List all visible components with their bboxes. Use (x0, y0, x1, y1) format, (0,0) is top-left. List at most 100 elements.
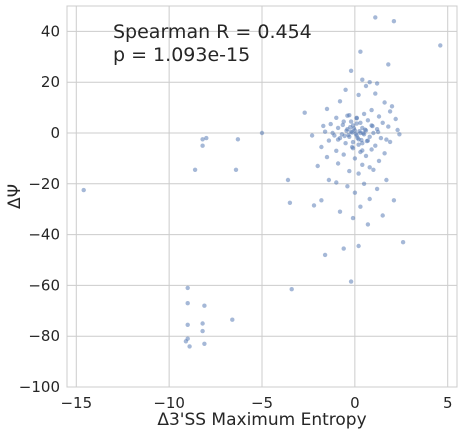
y-tick-label: −60 (28, 276, 60, 294)
data-point (358, 120, 363, 126)
data-point (348, 68, 354, 74)
data-point (328, 121, 333, 127)
data-point (386, 124, 391, 129)
data-point (341, 119, 346, 124)
data-point (311, 203, 317, 208)
data-point (374, 186, 380, 192)
data-point (334, 180, 339, 185)
data-point (341, 246, 346, 251)
data-point (359, 137, 364, 143)
data-point (352, 190, 358, 195)
data-point (374, 81, 380, 86)
data-point (373, 143, 378, 148)
data-point (373, 91, 378, 96)
data-point (356, 92, 361, 98)
data-point (351, 126, 357, 131)
data-point (287, 200, 293, 205)
data-point (391, 19, 397, 24)
data-point (356, 243, 361, 249)
data-point (350, 139, 356, 145)
data-point (185, 285, 190, 291)
data-point (326, 177, 332, 183)
data-point (343, 141, 348, 146)
data-point (326, 138, 332, 143)
data-point (350, 215, 356, 221)
x-tick-label: −5 (251, 394, 273, 412)
data-point (200, 143, 205, 148)
x-tick-labels: −15 −10 −5 0 5 (60, 394, 452, 412)
x-axis-label: Δ3'SS Maximum Entropy (157, 410, 366, 430)
data-point (367, 80, 372, 85)
data-point (362, 127, 368, 132)
data-point (354, 121, 359, 126)
data-point (361, 111, 367, 117)
data-point (348, 125, 353, 130)
data-point (352, 156, 358, 161)
data-point (345, 113, 350, 118)
data-point (387, 109, 393, 114)
data-point (309, 133, 315, 138)
data-point (235, 137, 241, 142)
data-point (356, 142, 361, 147)
data-point (322, 129, 328, 134)
data-point (367, 196, 372, 202)
data-point (365, 222, 371, 227)
data-point (393, 116, 398, 122)
data-point (360, 162, 365, 167)
data-point (322, 252, 328, 258)
data-point (289, 287, 294, 292)
data-point (185, 301, 190, 306)
data-point (285, 177, 291, 183)
data-points (81, 15, 443, 349)
x-tick-label: 0 (350, 394, 360, 412)
data-point (369, 107, 374, 113)
data-point (81, 187, 86, 193)
data-point (233, 167, 239, 172)
data-point (391, 198, 397, 203)
x-tick-label: −10 (153, 394, 185, 412)
data-point (334, 148, 339, 153)
data-point (335, 161, 341, 166)
data-point (330, 130, 335, 136)
data-point (319, 198, 324, 203)
data-point (376, 158, 382, 164)
y-axis-label: ΔΨ (5, 184, 25, 209)
data-point (386, 62, 391, 67)
x-tick-label: −15 (60, 394, 92, 412)
x-tick-label: 5 (443, 394, 453, 412)
data-point (400, 240, 406, 245)
data-point (337, 209, 343, 214)
data-point (358, 204, 363, 209)
data-point (342, 133, 347, 139)
data-point (319, 144, 324, 150)
y-tick-label: 20 (41, 73, 60, 91)
y-tick-label: 0 (50, 124, 60, 142)
data-point (337, 99, 343, 104)
data-point (380, 120, 385, 126)
data-point (367, 134, 372, 139)
data-point (363, 83, 369, 89)
data-point (348, 279, 354, 284)
data-point (367, 165, 372, 170)
data-point (365, 118, 371, 123)
data-point (204, 135, 209, 141)
data-point (202, 341, 207, 346)
data-point (340, 122, 345, 128)
data-point (315, 163, 320, 169)
y-tick-label: −40 (28, 226, 60, 244)
data-point (335, 125, 341, 131)
y-tick-labels: −100 −80 −60 −40 −20 0 20 40 (19, 22, 60, 396)
data-point (343, 87, 348, 93)
data-point (357, 129, 362, 134)
data-point (344, 128, 349, 133)
data-point (369, 147, 374, 152)
data-point (387, 139, 393, 145)
data-point (230, 317, 235, 322)
data-point (200, 328, 205, 334)
data-point (185, 322, 190, 327)
data-point (356, 171, 361, 176)
data-point (348, 119, 354, 124)
data-point (324, 106, 330, 112)
